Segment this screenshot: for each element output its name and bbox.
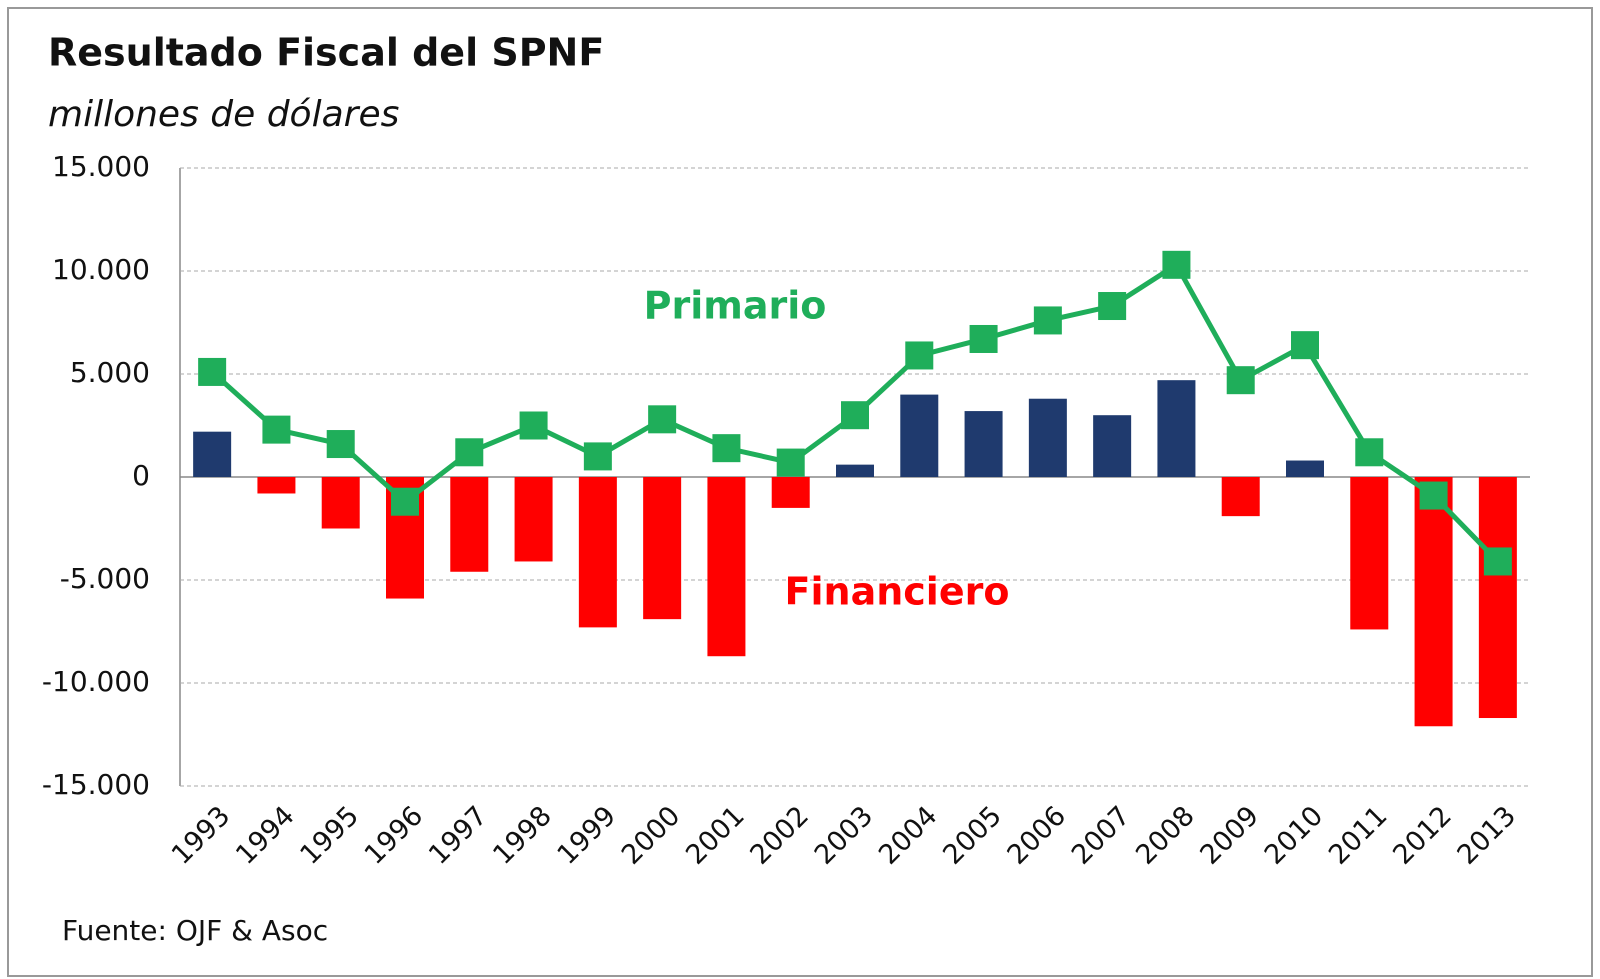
bar [578,477,617,628]
marker [1162,250,1191,279]
series-label: Financiero [785,570,1010,614]
bar [1478,477,1517,719]
bar [321,477,360,529]
marker [1033,306,1062,335]
marker [1355,438,1384,467]
y-tick-label: 5.000 [70,356,150,389]
marker [326,430,355,459]
marker [1483,547,1512,576]
bar [1028,398,1067,477]
y-tick-label: 0 [132,459,150,492]
bar [514,477,553,562]
marker [776,448,805,477]
marker [583,442,612,471]
bar [900,394,939,477]
marker [198,357,227,386]
chart-subtitle: millones de dólares [48,94,399,135]
bar [836,464,874,477]
marker [1098,292,1127,321]
bar [643,477,682,620]
bar [257,477,296,494]
y-tick-label: 15.000 [52,150,150,183]
source: Fuente: OJF & Asoc [62,914,328,947]
bar [1157,380,1196,477]
bar [771,477,810,508]
y-tick-label: -15.000 [42,768,150,801]
bar [964,411,1003,477]
marker [455,438,484,467]
marker [841,401,869,430]
bar [1350,477,1389,630]
bar [1286,460,1324,477]
chart-title: Resultado Fiscal del SPNF [48,31,604,75]
y-tick-label: 10.000 [52,253,150,286]
y-tick-label: -5.000 [60,562,150,595]
marker [712,434,741,463]
marker [969,324,998,353]
marker [1291,331,1319,360]
bar [193,431,232,477]
marker [262,415,291,444]
series-label: Primario [644,284,827,328]
marker [1419,481,1448,510]
bar [707,477,746,657]
bar [1414,477,1453,727]
bar [450,477,489,572]
marker [648,405,677,434]
y-tick-label: -10.000 [42,665,150,698]
bar [1093,415,1132,477]
marker [391,487,419,516]
marker [905,341,934,370]
marker [1226,366,1255,395]
bar [1221,477,1260,517]
marker [519,411,548,440]
